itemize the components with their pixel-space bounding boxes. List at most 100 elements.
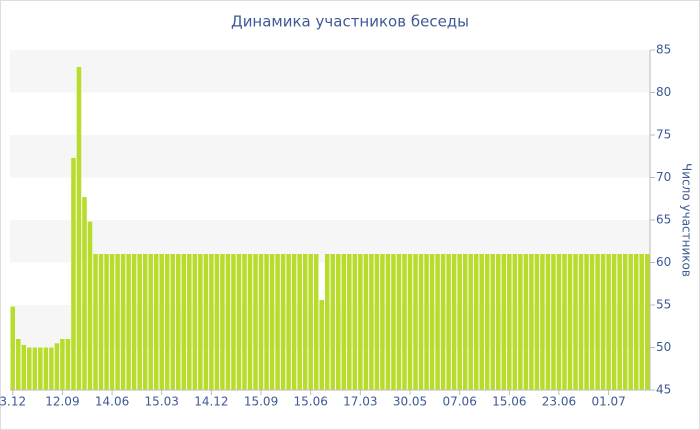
bar: [562, 254, 567, 390]
y-tick-label: 45: [656, 383, 671, 397]
bar: [275, 254, 280, 390]
y-tick-label: 50: [656, 340, 671, 354]
bar: [545, 254, 551, 390]
bar: [21, 344, 27, 390]
bar: [181, 254, 187, 390]
bar: [319, 299, 324, 390]
bar: [60, 339, 65, 390]
bar: [164, 254, 170, 390]
bar: [413, 254, 418, 390]
bar: [330, 254, 336, 390]
grid-band: [10, 50, 650, 93]
bar: [65, 339, 71, 390]
bar: [187, 254, 192, 390]
bar: [374, 254, 380, 390]
bar: [336, 254, 341, 390]
bar: [76, 67, 82, 390]
bar: [358, 254, 363, 390]
bar: [363, 254, 369, 390]
bar: [407, 254, 413, 390]
y-tick-label: 70: [656, 170, 671, 184]
bar: [115, 254, 120, 390]
bar: [529, 254, 534, 390]
bar: [468, 254, 473, 390]
bar: [369, 254, 374, 390]
bar: [440, 254, 446, 390]
bar: [10, 306, 16, 390]
bar: [341, 254, 347, 390]
bar: [611, 254, 617, 390]
bar: [584, 254, 589, 390]
x-tick-label: 15.09: [244, 395, 278, 409]
bar: [291, 254, 297, 390]
bar: [38, 347, 43, 390]
bar: [589, 254, 595, 390]
bar: [126, 254, 131, 390]
bar: [203, 254, 209, 390]
grid-band: [10, 135, 650, 178]
bar: [473, 254, 479, 390]
bar: [429, 254, 435, 390]
y-tick-label: 60: [656, 255, 671, 269]
bar: [556, 254, 562, 390]
bar: [551, 254, 556, 390]
bar: [242, 254, 247, 390]
bar: [247, 254, 253, 390]
bar: [490, 254, 496, 390]
bar: [496, 254, 501, 390]
bar: [82, 197, 87, 390]
bar: [142, 254, 148, 390]
bar: [198, 254, 203, 390]
bar: [633, 254, 639, 390]
y-tick-label: 80: [656, 85, 671, 99]
bar: [595, 254, 600, 390]
bar: [104, 254, 109, 390]
bar: [484, 254, 490, 390]
bar: [43, 347, 49, 390]
bar: [98, 254, 104, 390]
bar: [402, 254, 407, 390]
bar: [16, 339, 21, 390]
bar: [297, 254, 302, 390]
bar: [424, 254, 429, 390]
chart-title: Динамика участников беседы: [231, 13, 469, 31]
x-tick-label: 15.03: [145, 395, 179, 409]
bar: [286, 254, 291, 390]
bar: [567, 254, 573, 390]
y-tick-label: 65: [656, 213, 671, 227]
bar: [507, 254, 512, 390]
y-axis-label: Число участников: [680, 163, 694, 277]
bar: [54, 343, 60, 390]
x-tick-label: 3.12: [0, 395, 26, 409]
bar: [380, 254, 385, 390]
bar: [236, 254, 242, 390]
bar: [462, 254, 468, 390]
bar: [192, 254, 198, 390]
bar: [578, 254, 584, 390]
bar: [396, 254, 402, 390]
bar: [87, 221, 93, 390]
bar: [71, 157, 76, 390]
bar: [540, 254, 545, 390]
y-tick-label: 85: [656, 43, 671, 57]
bar: [622, 254, 628, 390]
bar: [264, 254, 269, 390]
x-tick-label: 23.06: [542, 395, 576, 409]
bar: [148, 254, 153, 390]
x-tick-label: 12.09: [45, 395, 79, 409]
x-tick-label: 14.12: [194, 395, 228, 409]
bar: [209, 254, 214, 390]
bar: [93, 254, 98, 390]
bar: [131, 254, 137, 390]
bar: [176, 254, 181, 390]
bar: [231, 254, 236, 390]
bar: [617, 254, 622, 390]
bar: [518, 254, 523, 390]
bar: [137, 254, 142, 390]
bar: [225, 254, 231, 390]
bar: [324, 254, 330, 390]
bar: [347, 254, 352, 390]
bar: [512, 254, 518, 390]
bar: [302, 254, 308, 390]
